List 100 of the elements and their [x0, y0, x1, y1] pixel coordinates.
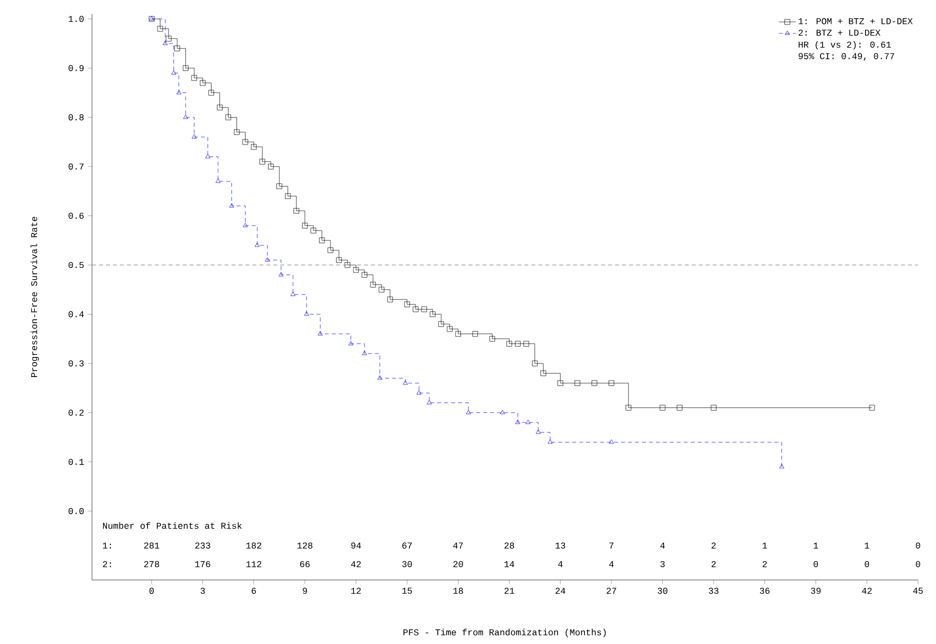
point [362, 350, 367, 356]
legend-label: 1: POM + BTZ + LD-DEX [798, 18, 913, 24]
annotation: 20 [453, 561, 463, 568]
point [574, 380, 580, 386]
x-tick-label: 42 [862, 588, 872, 594]
point [869, 404, 875, 411]
point [192, 134, 197, 139]
point [166, 36, 172, 42]
x-tick-label: 15 [402, 588, 412, 594]
y-tick-label: 0.9 [68, 65, 84, 72]
annotation: 4 [660, 542, 665, 548]
point [438, 321, 444, 327]
x-tick-label: 21 [504, 588, 514, 594]
point [472, 331, 478, 337]
point [290, 292, 296, 296]
point [182, 65, 188, 71]
point [558, 380, 564, 386]
point [302, 222, 308, 228]
y-tick-label: 0.4 [68, 311, 84, 318]
point [242, 222, 248, 228]
y-tick-label: 0.2 [68, 410, 84, 416]
point [234, 129, 240, 135]
point [536, 430, 541, 434]
point [524, 340, 530, 347]
annotation: 128 [297, 542, 312, 549]
point [276, 183, 282, 190]
annotation: 1 [762, 542, 767, 548]
x-tick-label: 24 [556, 588, 566, 594]
point [609, 439, 614, 444]
annotation: 4 [609, 561, 614, 568]
x-tick-label: 30 [658, 588, 668, 594]
x-tick-label: 33 [708, 588, 718, 594]
annotation: 233 [195, 542, 210, 549]
annotation: 67 [402, 542, 412, 549]
x-tick-label: 18 [453, 588, 463, 594]
point [191, 75, 197, 81]
x-tick-label: 45 [913, 588, 923, 594]
point [171, 70, 176, 75]
point [548, 439, 553, 444]
y-tick-label: 0.6 [68, 212, 84, 219]
x-tick-label: 9 [302, 588, 307, 594]
point [402, 380, 408, 385]
point [500, 410, 505, 414]
annotation: 28 [504, 542, 514, 549]
point [336, 257, 342, 263]
point [532, 360, 538, 366]
annotation: 0 [864, 561, 870, 568]
y-tick-label: 0.7 [68, 164, 84, 170]
y-tick-label: 0.8 [68, 114, 84, 120]
x-tick-label: 3 [200, 588, 205, 594]
annotation: 281 [144, 542, 160, 549]
point [592, 380, 598, 386]
annotation: 0 [916, 561, 920, 568]
point [328, 247, 334, 254]
point [779, 464, 784, 468]
point [353, 267, 359, 273]
point [455, 331, 461, 337]
annotation: 4 [558, 561, 563, 568]
point [489, 336, 496, 342]
point [183, 114, 188, 119]
annotation: 14 [504, 561, 514, 568]
annotation: 47 [453, 542, 463, 548]
annotation: 176 [195, 561, 210, 568]
point [268, 164, 274, 170]
point [404, 302, 410, 308]
annotation: 278 [144, 561, 160, 568]
y-tick-label: 1.0 [68, 16, 84, 22]
point [515, 420, 520, 424]
point [260, 158, 266, 164]
point [242, 139, 248, 145]
annotation: 2 [712, 542, 716, 549]
point [506, 340, 512, 347]
y-tick-label: 0.5 [68, 262, 84, 268]
annotation: 2 [762, 561, 767, 568]
point [344, 262, 350, 268]
point [251, 144, 257, 150]
point [676, 404, 682, 411]
point [378, 286, 384, 292]
annotation: 13 [556, 542, 566, 549]
point [225, 114, 232, 120]
point [319, 238, 325, 244]
point [278, 272, 284, 276]
point [416, 390, 422, 394]
point [430, 311, 436, 317]
annotation: 2: [102, 561, 111, 568]
point [176, 90, 182, 94]
annotation: HR (1 vs 2): 0.61 [798, 41, 891, 50]
y-tick-label: 0.0 [68, 508, 84, 514]
point [216, 104, 223, 110]
x-tick-label: 6 [252, 588, 256, 594]
annotation: 7 [609, 542, 614, 548]
point [310, 228, 316, 234]
point [208, 90, 214, 96]
point [370, 282, 376, 288]
point [426, 400, 432, 404]
x-axis-title: PFS - Time from Randomization (Months) [403, 628, 606, 638]
point [285, 193, 291, 199]
annotation: 0 [916, 542, 920, 549]
y-axis-title: Progression-Free Survival Rate [30, 216, 39, 377]
x-tick-label: 12 [351, 588, 361, 594]
